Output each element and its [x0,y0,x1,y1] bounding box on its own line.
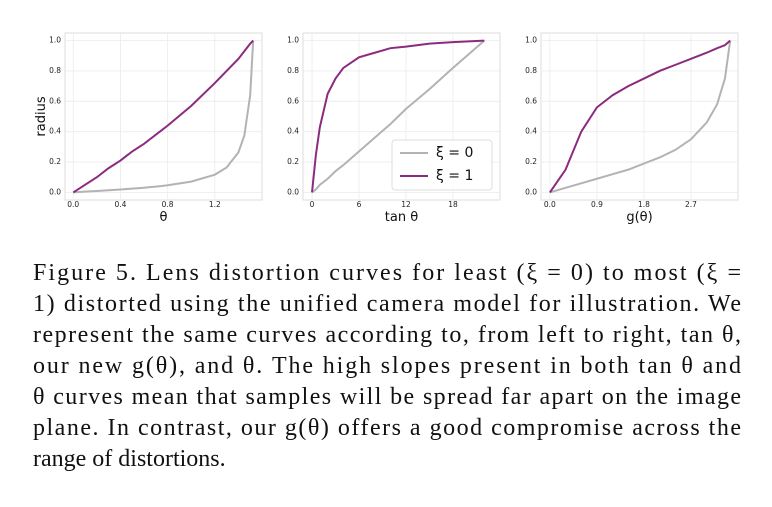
x-tick-label: 0.4 [114,200,126,209]
y-tick-label: 0.4 [49,127,61,136]
x-tick-label: 0.9 [591,200,603,209]
caption-line: represent the same curves according to, … [33,322,741,348]
caption-line: 1) distorted using the unified camera mo… [33,291,741,317]
x-tick-label: 0.0 [67,200,79,209]
y-tick-label: 0.2 [287,157,299,166]
y-tick-label: 1.0 [287,36,299,45]
y-tick-label: 0.6 [287,96,299,105]
legend-label: ξ = 0 [436,145,473,161]
caption-line: plane. In contrast, our g(θ) offers a go… [33,415,741,441]
y-tick-label: 0.0 [49,187,61,196]
x-tick-label: 0.0 [544,200,556,209]
y-tick-label: 0.8 [287,66,299,75]
y-tick-label: 0.2 [49,157,61,166]
y-tick-label: 1.0 [49,36,61,45]
y-tick-label: 0.2 [525,157,537,166]
x-tick-label: 0 [310,200,315,209]
x-tick-label: 18 [448,200,458,209]
y-tick-label: 0.0 [287,187,299,196]
y-tick-label: 0.0 [525,187,537,196]
caption-line: our new g(θ), and θ. The high slopes pre… [33,353,741,379]
y-tick-label: 0.4 [525,127,537,136]
curve [311,39,485,194]
x-axis-label: tan θ [385,210,418,225]
legend-label: ξ = 1 [436,168,473,184]
y-axis-label: radius [34,96,49,136]
y-tick-label: 0.8 [49,66,61,75]
x-axis-label: g(θ) [626,210,652,225]
y-tick-label: 0.6 [49,96,61,105]
x-tick-label: 6 [357,200,362,209]
caption-line: Figure 5. Lens distortion curves for lea… [33,260,741,286]
y-tick-label: 1.0 [525,36,537,45]
plot-area [540,32,739,201]
x-tick-label: 1.2 [209,200,221,209]
y-tick-label: 0.6 [525,96,537,105]
curve [72,39,254,194]
curve [549,40,732,194]
x-tick-label: 0.8 [162,200,174,209]
curve [73,40,255,194]
x-tick-label: 12 [401,200,411,209]
x-tick-label: 2.7 [685,200,697,209]
plot-area [64,32,263,201]
x-axis-label: θ [160,210,168,225]
x-tick-label: 1.8 [638,200,650,209]
caption-line: range of distortions. [33,446,226,472]
caption-line: θ curves mean that samples will be sprea… [33,384,741,410]
y-tick-label: 0.4 [287,127,299,136]
curve [549,39,731,193]
curve [311,39,485,193]
y-tick-label: 0.8 [525,66,537,75]
